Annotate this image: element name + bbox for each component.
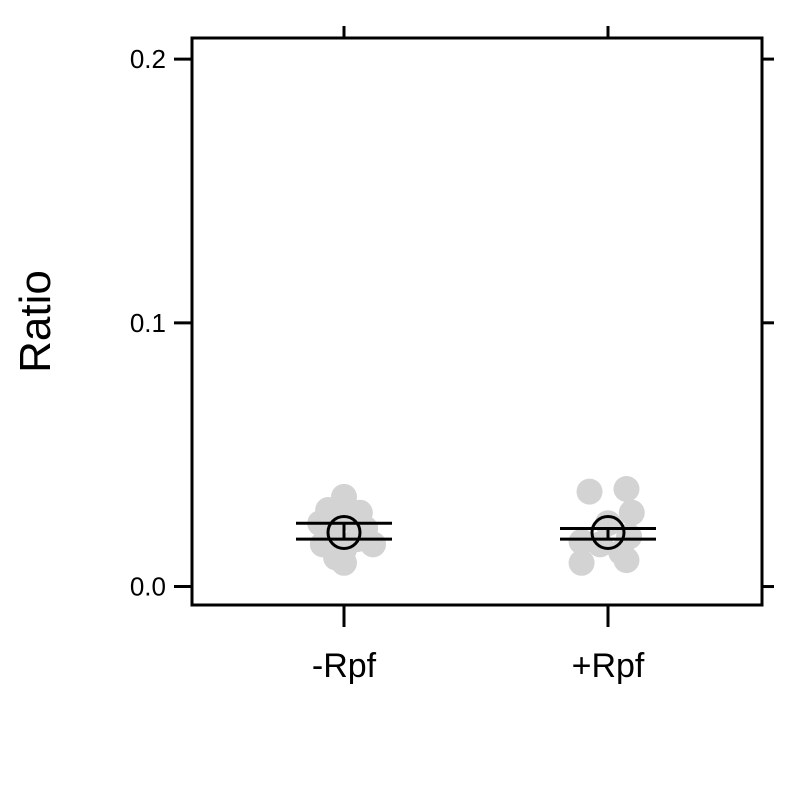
y-tick-label: 0.0	[130, 572, 166, 602]
y-tick-label: 0.2	[130, 44, 166, 74]
data-point	[331, 549, 357, 576]
data-point	[568, 549, 595, 576]
y-axis-label: Ratio	[11, 270, 60, 373]
data-point	[576, 478, 603, 505]
mean-marker	[326, 514, 362, 550]
data-point	[613, 547, 640, 574]
x-category-label: +Rpf	[572, 647, 645, 685]
y-tick-label: 0.1	[130, 308, 166, 338]
data-point	[613, 475, 640, 502]
x-category-label: -Rpf	[312, 647, 377, 685]
data-point	[360, 531, 387, 558]
plot-frame	[190, 36, 764, 607]
mean-marker	[590, 514, 626, 550]
data-point	[618, 499, 645, 526]
summary-layer	[296, 514, 656, 550]
ticks-layer: 0.0 0.1 0.2 -Rpf +Rpf	[130, 26, 774, 685]
